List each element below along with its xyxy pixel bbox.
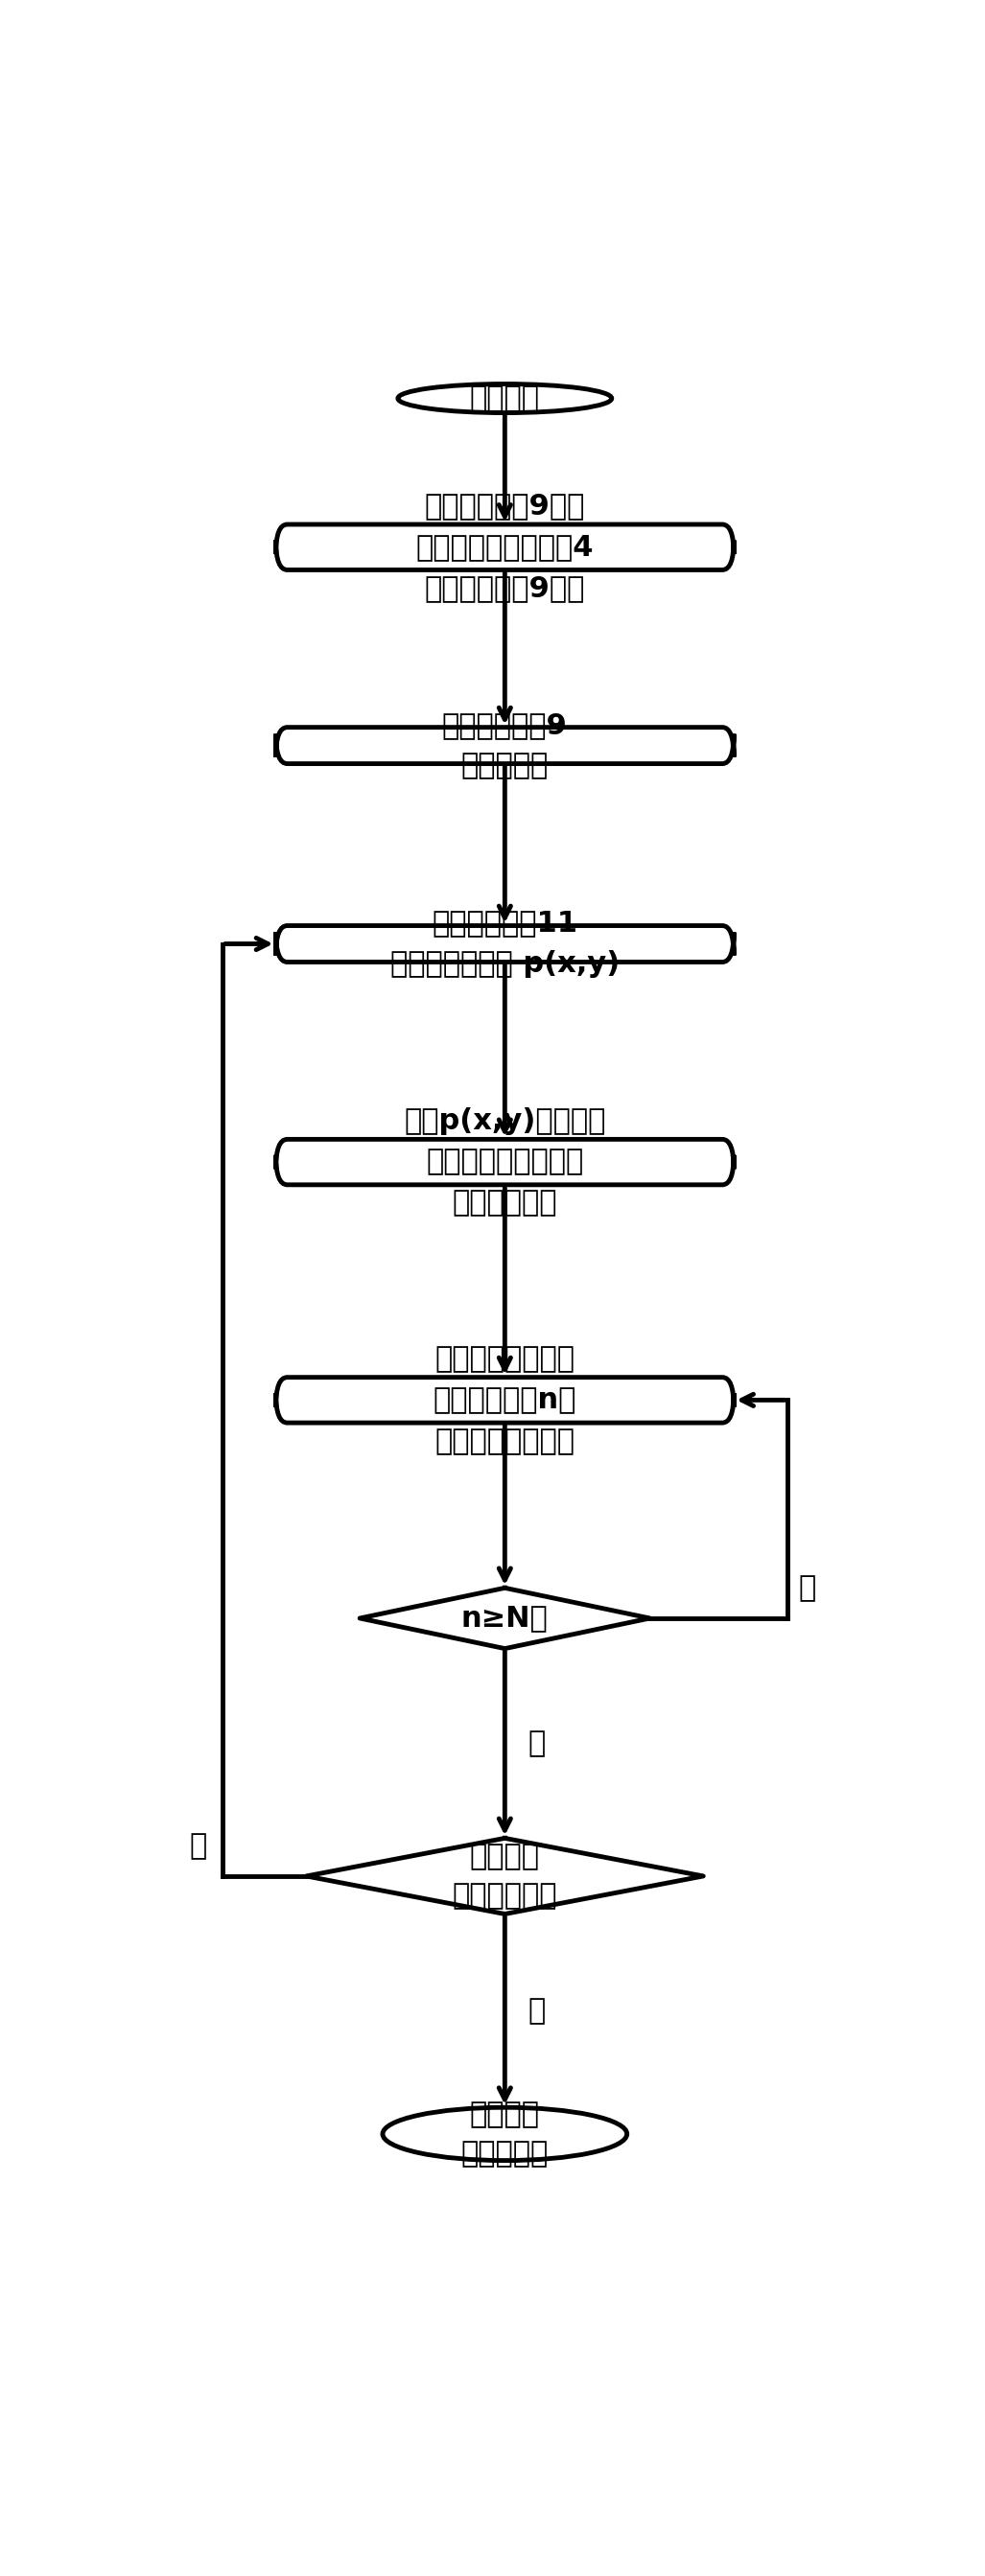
Text: 调整检测样品9位置
使长工作距离显微镜4
物方焦点落在9表面: 调整检测样品9位置 使长工作距离显微镜4 物方焦点落在9表面: [416, 492, 594, 603]
FancyBboxPatch shape: [276, 1139, 734, 1185]
Text: 开机预热: 开机预热: [470, 384, 540, 412]
Text: 是: 是: [528, 1728, 546, 1757]
Polygon shape: [360, 1587, 650, 1649]
FancyBboxPatch shape: [276, 1378, 734, 1422]
Text: 处理数据
并显示结果: 处理数据 并显示结果: [461, 2099, 549, 2166]
FancyBboxPatch shape: [276, 925, 734, 961]
Polygon shape: [306, 1839, 703, 1914]
Text: 获取p(x,y)点在未加
超声激励时的散射光
信号平均幅值: 获取p(x,y)点在未加 超声激励时的散射光 信号平均幅值: [404, 1108, 606, 1216]
Text: 否: 否: [799, 1574, 817, 1602]
FancyBboxPatch shape: [276, 526, 734, 569]
Text: 否: 否: [189, 1832, 207, 1860]
Ellipse shape: [398, 384, 612, 412]
Text: 待测区域
是否检测完成: 待测区域 是否检测完成: [452, 1842, 558, 1909]
Text: n≥N？: n≥N？: [461, 1605, 549, 1633]
Text: 改变超声探头位置
记录不同位置n下
获取的散射光信号: 改变超声探头位置 记录不同位置n下 获取的散射光信号: [433, 1345, 576, 1455]
Text: 确定检测样品9
的扫描区域: 确定检测样品9 的扫描区域: [442, 711, 567, 781]
Text: 是: 是: [528, 1996, 546, 2025]
Text: 控制运动平台11
运动至指定位置 p(x,y): 控制运动平台11 运动至指定位置 p(x,y): [390, 909, 620, 979]
Ellipse shape: [383, 2107, 627, 2161]
FancyBboxPatch shape: [276, 726, 734, 762]
